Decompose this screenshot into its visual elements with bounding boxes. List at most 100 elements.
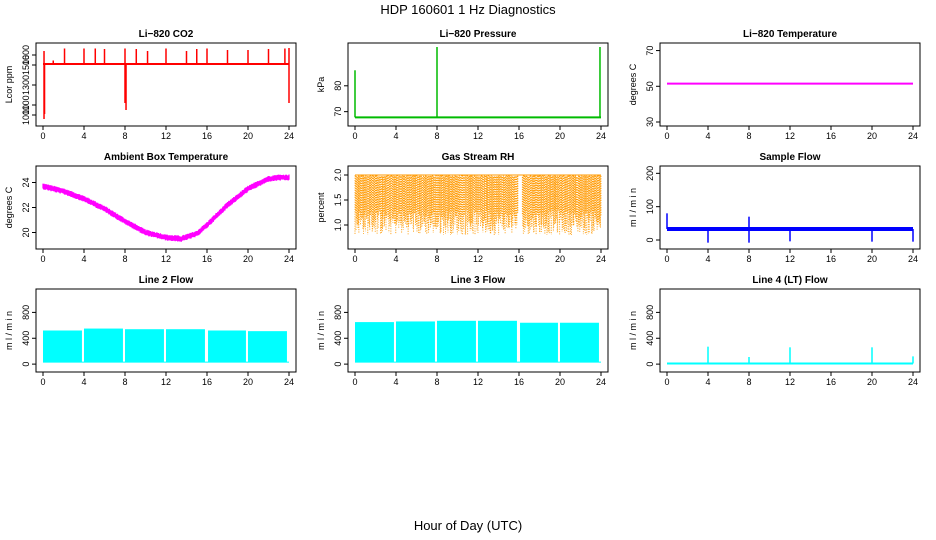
x-tick-label: 16 (514, 254, 524, 264)
plot-frame (347, 42, 609, 127)
y-tick-label: 800 (645, 305, 655, 320)
x-tick-label: 8 (122, 377, 127, 387)
panel-5: Sample Flow 0 4 8 12 16 20 24 0 100 200 m l / m i n (628, 152, 921, 264)
x-tick-label: 20 (555, 131, 565, 141)
x-tick-label: 16 (202, 254, 212, 264)
x-tick-label: 4 (393, 254, 398, 264)
flow-segment (166, 329, 205, 363)
y-tick-label: 400 (645, 331, 655, 346)
y-tick-label: 1300 (21, 75, 31, 95)
x-tick-label: 24 (596, 254, 606, 264)
x-tick-label: 8 (434, 131, 439, 141)
panel-3: Ambient Box Temperature 0 4 8 12 16 20 24 20 22 24… (4, 152, 297, 264)
x-tick-label: 24 (284, 377, 294, 387)
y-axis-label: Lcor ppm (4, 66, 14, 104)
panel-title: Ambient Box Temperature (104, 152, 229, 163)
y-tick-label: 200 (645, 166, 655, 181)
x-tick-label: 4 (393, 131, 398, 141)
x-tick-label: 20 (555, 377, 565, 387)
x-tick-label: 4 (81, 131, 86, 141)
flow-segment (208, 330, 246, 363)
x-tick-label: 24 (908, 131, 918, 141)
x-tick-label: 24 (908, 254, 918, 264)
panel-4: Gas Stream RH 0 4 8 12 16 20 24 1.0 1.5 2.0 percent (316, 152, 609, 264)
x-tick-label: 8 (434, 254, 439, 264)
x-tick-label: 16 (514, 131, 524, 141)
flow-segment (560, 322, 599, 363)
x-tick-label: 16 (826, 131, 836, 141)
y-axis-label: degrees C (4, 186, 14, 228)
x-tick-label: 0 (40, 377, 45, 387)
data-series (354, 174, 602, 235)
y-tick-label: 1000 (21, 105, 31, 125)
panel-title: Li−820 CO2 (139, 29, 194, 40)
x-tick-label: 24 (284, 131, 294, 141)
x-tick-label: 16 (826, 254, 836, 264)
x-tick-label: 20 (555, 254, 565, 264)
panel-title: Gas Stream RH (442, 152, 515, 163)
x-tick-label: 0 (664, 131, 669, 141)
panel-title: Line 4 (LT) Flow (752, 275, 828, 286)
flow-segment (478, 320, 517, 363)
x-tick-label: 20 (867, 131, 877, 141)
x-tick-label: 12 (473, 131, 483, 141)
x-tick-label: 24 (908, 377, 918, 387)
x-tick-label: 4 (393, 377, 398, 387)
flow-segment (355, 322, 394, 363)
x-tick-label: 12 (785, 377, 795, 387)
y-tick-label: 400 (333, 331, 343, 346)
x-tick-label: 8 (122, 254, 127, 264)
data-series (43, 48, 290, 119)
y-tick-label: 22 (21, 202, 31, 212)
temperature-band (42, 174, 290, 242)
y-tick-label: 0 (21, 362, 31, 367)
x-tick-label: 12 (785, 254, 795, 264)
x-tick-label: 20 (243, 377, 253, 387)
y-tick-label: 1600 (21, 45, 31, 65)
x-tick-label: 8 (746, 254, 751, 264)
data-series (355, 320, 601, 363)
x-tick-label: 20 (243, 254, 253, 264)
y-tick-label: 1500 (21, 55, 31, 75)
y-tick-label: 100 (645, 199, 655, 214)
x-tick-label: 12 (785, 131, 795, 141)
x-tick-label: 24 (596, 377, 606, 387)
x-tick-label: 8 (746, 377, 751, 387)
panel-title: Li−820 Pressure (440, 29, 517, 40)
y-tick-label: 2.0 (333, 169, 343, 182)
y-tick-label: 30 (645, 117, 655, 127)
panel-title: Sample Flow (759, 152, 820, 163)
x-tick-label: 12 (473, 377, 483, 387)
x-tick-label: 0 (352, 254, 357, 264)
flow-segment (520, 322, 558, 363)
panel-7: Line 3 Flow 0 4 8 12 16 20 24 0 400 800 m l / m i n (316, 275, 609, 387)
x-tick-label: 4 (705, 377, 710, 387)
flow-segment (437, 320, 476, 363)
x-tick-label: 4 (705, 131, 710, 141)
panel-2: Li−820 Temperature 0 4 8 12 16 20 24 30 50 70 degre… (628, 29, 921, 141)
flow-segment (84, 328, 123, 363)
x-tick-label: 0 (352, 377, 357, 387)
data-series (354, 47, 601, 119)
y-axis-label: m l / m i n (316, 311, 326, 350)
y-tick-label: 1100 (21, 95, 31, 114)
x-tick-label: 4 (81, 377, 86, 387)
y-tick-label: 800 (21, 305, 31, 320)
y-axis-label: m l / m i n (4, 311, 14, 350)
x-tick-label: 20 (243, 131, 253, 141)
y-tick-label: 1.0 (333, 219, 343, 232)
y-axis-label: m l / m i n (628, 311, 638, 350)
x-tick-label: 12 (161, 131, 171, 141)
y-tick-label: 400 (21, 331, 31, 346)
x-tick-label: 12 (161, 377, 171, 387)
rh-noise (354, 175, 602, 235)
y-tick-label: 50 (645, 81, 655, 91)
x-tick-label: 0 (352, 131, 357, 141)
x-tick-label: 16 (514, 377, 524, 387)
data-series (667, 346, 914, 365)
x-tick-label: 12 (473, 254, 483, 264)
panel-0: Li−820 CO2 0 4 8 12 16 20 24 1000110013001500160… (4, 29, 297, 141)
x-tick-label: 0 (40, 254, 45, 264)
x-tick-label: 16 (202, 131, 212, 141)
